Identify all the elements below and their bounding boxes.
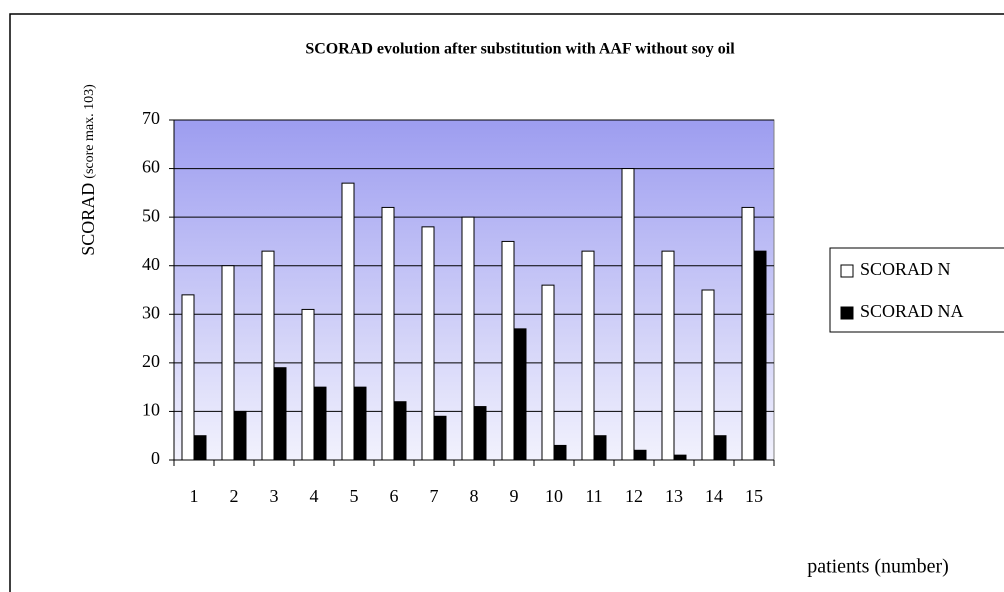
y-tick-label: 0 [151, 448, 160, 468]
x-tick-label: 7 [430, 486, 439, 506]
x-tick-label: 11 [585, 486, 602, 506]
bar [701, 289, 715, 461]
y-tick-label: 40 [142, 254, 160, 274]
bar [673, 454, 687, 461]
bar [473, 406, 487, 461]
bar [393, 401, 407, 461]
y-label-note: (score max. 103) [82, 84, 97, 179]
bar [301, 308, 315, 461]
x-tick-label: 3 [270, 486, 279, 506]
chart-title: SCORAD evolution after substitution with… [305, 41, 735, 58]
bar [741, 206, 755, 461]
legend-label: SCORAD NA [860, 301, 964, 321]
bar [621, 168, 635, 461]
x-tick-label: 9 [510, 486, 519, 506]
x-tick-label: 10 [545, 486, 563, 506]
y-tick-label: 20 [142, 351, 160, 371]
x-axis-label: patients (number) [807, 556, 949, 578]
bar [193, 435, 207, 461]
bar [261, 250, 275, 461]
bar [513, 328, 527, 461]
bar [221, 265, 235, 461]
y-tick-label: 60 [142, 157, 160, 177]
bar [581, 250, 595, 461]
x-tick-label: 15 [745, 486, 763, 506]
legend-swatch [840, 264, 854, 278]
bar [353, 386, 367, 461]
bar [713, 435, 727, 461]
y-tick-label: 70 [142, 108, 160, 128]
bar [593, 435, 607, 461]
x-tick-label: 14 [705, 486, 723, 506]
legend-box [829, 247, 1004, 333]
x-tick-label: 6 [390, 486, 399, 506]
x-tick-label: 4 [310, 486, 319, 506]
bar [341, 182, 355, 461]
bar [661, 250, 675, 461]
bar [313, 386, 327, 461]
bar [433, 415, 447, 461]
legend-swatch [840, 306, 854, 320]
bar [753, 250, 767, 461]
x-tick-label: 12 [625, 486, 643, 506]
y-axis-label: SCORAD (score max. 103) [78, 84, 98, 256]
bar [541, 284, 555, 461]
y-tick-label: 50 [142, 205, 160, 225]
bar [421, 226, 435, 461]
y-tick-label: 10 [142, 400, 160, 420]
x-tick-label: 5 [350, 486, 359, 506]
bar [501, 240, 515, 461]
y-label-main: SCORAD [78, 183, 98, 256]
bar [233, 410, 247, 461]
x-tick-label: 8 [470, 486, 479, 506]
bar [553, 444, 567, 461]
x-tick-label: 1 [190, 486, 199, 506]
bar [181, 294, 195, 461]
bar [633, 449, 647, 461]
bar [273, 367, 287, 461]
bar [381, 206, 395, 461]
legend-label: SCORAD N [860, 259, 951, 279]
y-tick-label: 30 [142, 302, 160, 322]
x-tick-label: 2 [230, 486, 239, 506]
x-tick-label: 13 [665, 486, 683, 506]
bar [461, 216, 475, 461]
